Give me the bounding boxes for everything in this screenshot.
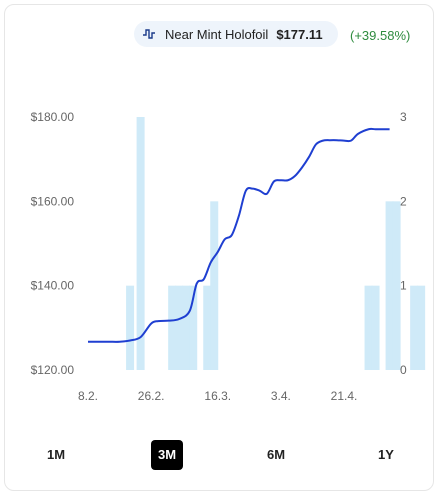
volume-bar (417, 286, 425, 370)
range-selector: 1M 3M 6M 1Y (0, 440, 439, 470)
volume-bar (386, 201, 394, 370)
price-chart: $120.00 $140.00 $160.00 $180.00 0 1 2 3 8.2. 26.2… (0, 0, 439, 420)
x-tick-label: 8.2. (78, 389, 98, 403)
range-3m-button[interactable]: 3M (151, 440, 183, 470)
y-tick-label: $140.00 (31, 279, 75, 293)
x-tick-label: 3.4. (271, 389, 291, 403)
volume-bar (182, 286, 190, 370)
y2-tick-label: 1 (400, 279, 407, 293)
volume-bar (137, 117, 145, 370)
volume-bar (210, 201, 218, 370)
volume-bar (410, 286, 418, 370)
y2-tick-label: 0 (400, 363, 407, 377)
volume-bar (175, 286, 183, 370)
volume-bar (126, 286, 134, 370)
x-tick-label: 16.3. (204, 389, 231, 403)
volume-bar (168, 286, 176, 370)
y-tick-label: $120.00 (31, 363, 75, 377)
volume-bar (372, 286, 380, 370)
x-tick-label: 21.4. (331, 389, 358, 403)
volume-bar (365, 286, 373, 370)
x-tick-label: 26.2. (138, 389, 165, 403)
range-1m-button[interactable]: 1M (40, 440, 72, 470)
volume-bar (203, 286, 211, 370)
y-tick-label: $160.00 (31, 194, 75, 208)
range-1y-button[interactable]: 1Y (372, 440, 400, 470)
range-6m-button[interactable]: 6M (260, 440, 292, 470)
y2-tick-label: 2 (400, 194, 407, 208)
y2-tick-label: 3 (400, 110, 407, 124)
y-tick-label: $180.00 (31, 110, 75, 124)
